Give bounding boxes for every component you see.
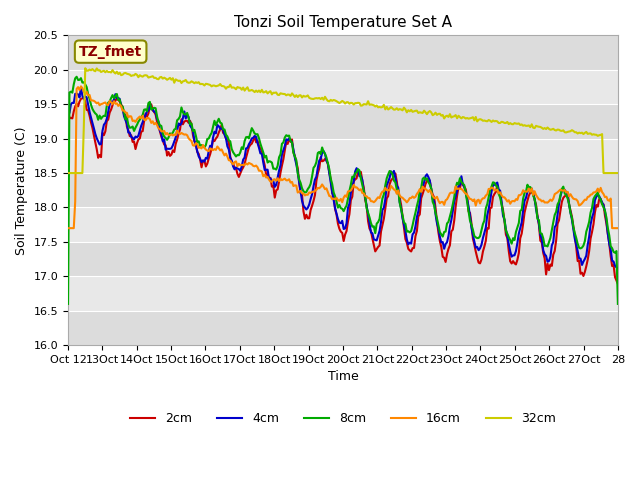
- 32cm: [81, 65, 89, 71]
- 2cm: [80, 95, 88, 101]
- Line: 4cm: 4cm: [68, 87, 618, 268]
- 8cm: [348, 174, 356, 180]
- 4cm: [614, 265, 621, 271]
- Bar: [68, 173, 618, 207]
- X-axis label: Time: Time: [328, 371, 358, 384]
- Bar: [68, 104, 618, 139]
- 16cm: [77, 84, 84, 89]
- 2cm: [84, 108, 92, 113]
- 4cm: [611, 263, 619, 269]
- 32cm: [540, 126, 547, 132]
- 2cm: [64, 122, 72, 128]
- 2cm: [611, 274, 619, 280]
- Bar: [68, 139, 618, 173]
- 8cm: [73, 74, 81, 80]
- 32cm: [611, 170, 619, 176]
- 8cm: [84, 91, 92, 97]
- 2cm: [614, 281, 621, 287]
- Legend: 2cm, 4cm, 8cm, 16cm, 32cm: 2cm, 4cm, 8cm, 16cm, 32cm: [125, 407, 561, 430]
- Text: TZ_fmet: TZ_fmet: [79, 45, 142, 59]
- Title: Tonzi Soil Temperature Set A: Tonzi Soil Temperature Set A: [234, 15, 452, 30]
- Y-axis label: Soil Temperature (C): Soil Temperature (C): [15, 126, 28, 254]
- 8cm: [611, 250, 619, 256]
- Bar: [68, 36, 618, 70]
- 16cm: [84, 93, 92, 98]
- 8cm: [64, 301, 72, 307]
- 4cm: [102, 120, 109, 126]
- 32cm: [84, 68, 92, 73]
- 16cm: [458, 186, 465, 192]
- 16cm: [611, 225, 619, 231]
- Bar: [68, 276, 618, 311]
- 4cm: [540, 247, 547, 253]
- 2cm: [348, 194, 356, 200]
- 8cm: [540, 235, 547, 241]
- 4cm: [77, 84, 84, 90]
- Bar: [68, 311, 618, 345]
- Line: 2cm: 2cm: [68, 98, 618, 284]
- 16cm: [614, 225, 621, 231]
- 16cm: [64, 225, 72, 231]
- 4cm: [458, 173, 465, 179]
- 2cm: [540, 250, 547, 256]
- 32cm: [102, 70, 109, 75]
- 8cm: [102, 113, 109, 119]
- Line: 8cm: 8cm: [68, 77, 618, 304]
- 16cm: [348, 185, 356, 191]
- 32cm: [614, 170, 621, 176]
- 2cm: [458, 179, 465, 184]
- Line: 32cm: 32cm: [68, 68, 618, 173]
- 8cm: [458, 179, 465, 185]
- Line: 16cm: 16cm: [68, 86, 618, 228]
- Bar: [68, 207, 618, 242]
- 4cm: [64, 110, 72, 116]
- 16cm: [102, 99, 109, 105]
- 4cm: [348, 184, 356, 190]
- 2cm: [102, 129, 109, 134]
- Bar: [68, 70, 618, 104]
- 4cm: [84, 102, 92, 108]
- 32cm: [64, 170, 72, 176]
- 32cm: [458, 116, 465, 121]
- 32cm: [348, 100, 356, 106]
- 8cm: [614, 301, 621, 307]
- Bar: [68, 242, 618, 276]
- 16cm: [540, 198, 547, 204]
